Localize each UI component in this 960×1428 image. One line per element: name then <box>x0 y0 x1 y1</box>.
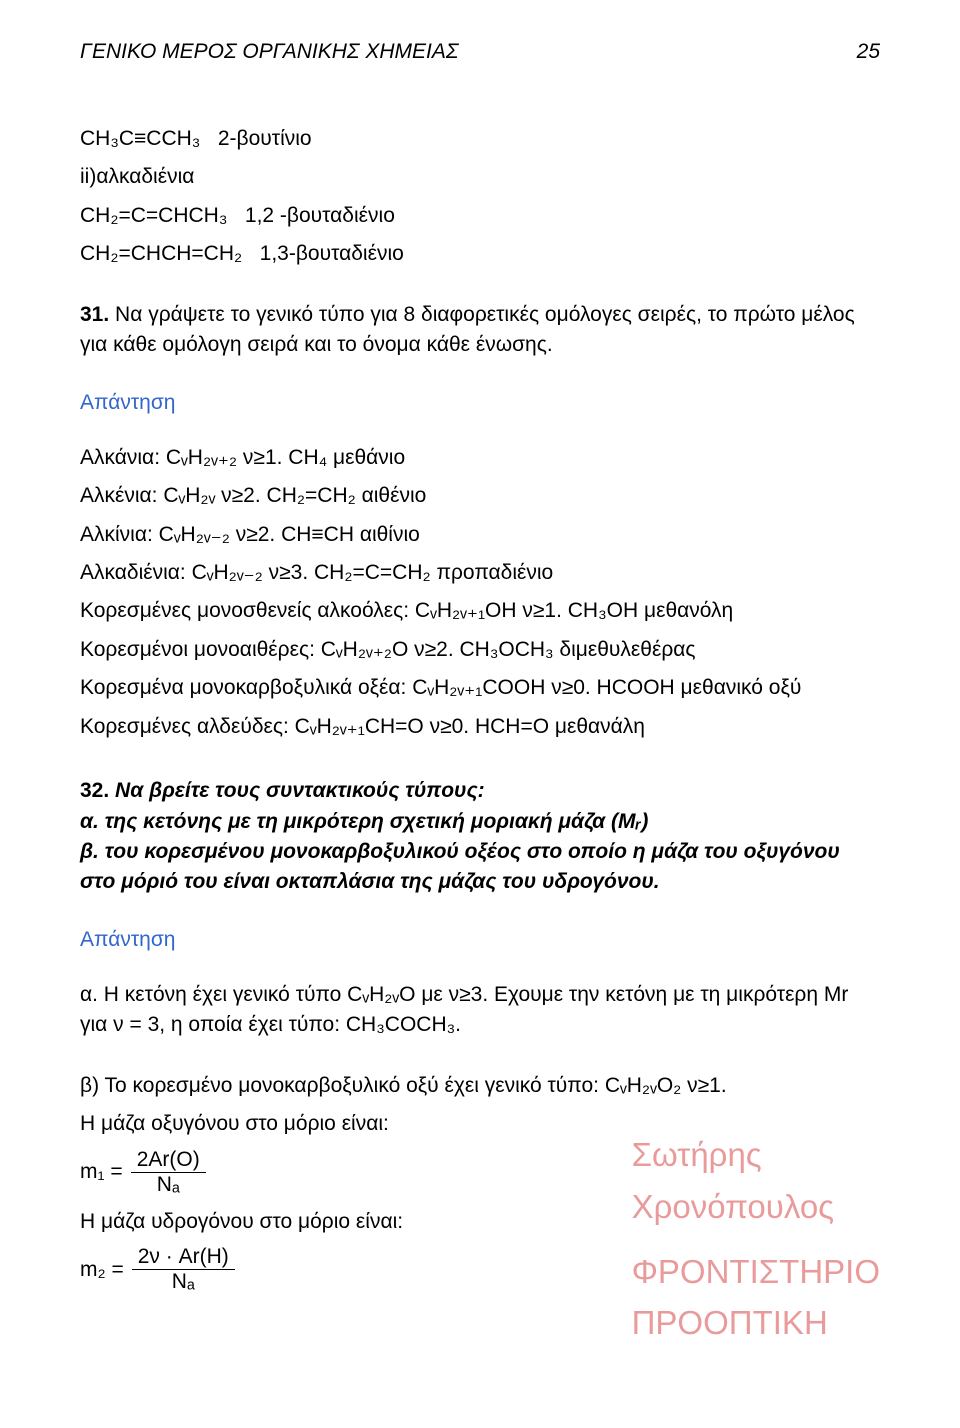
q32-question: 32. Να βρείτε τους συντακτικούς τύπους: … <box>80 776 880 898</box>
header-title: ΓΕΝΙΚΟ ΜΕΡΟΣ ΟΡΓΑΝΙΚΗΣ ΧΗΜΕΙΑΣ <box>80 40 458 64</box>
intro-line2: ii)αλκαδιένια <box>80 162 880 192</box>
q31-line: Αλκένια: CᵥH₂ᵥ ν≥2. CH₂=CH₂ αιθένιο <box>80 481 880 511</box>
page-header: ΓΕΝΙΚΟ ΜΕΡΟΣ ΟΡΓΑΝΙΚΗΣ ΧΗΜΕΙΑΣ 25 <box>80 40 880 64</box>
header-page-number: 25 <box>857 40 880 64</box>
q32-h-label: Η μάζα υδρογόνου στο μόριο είναι: <box>80 1207 880 1237</box>
m1-lhs: m₁ = <box>80 1160 123 1184</box>
intro-line3: CH₂=C=CHCH₃ 1,2 -βουταδιένιο <box>80 201 880 231</box>
q31-line: Κορεσμένοι μονοαιθέρες: CᵥH₂ᵥ₊₂O ν≥2. CH… <box>80 635 880 665</box>
m2-fraction: 2ν · Ar(H) Nₐ <box>132 1245 235 1294</box>
q31-line: Αλκίνια: CᵥH₂ᵥ₋₂ ν≥2. CH≡CH αιθίνιο <box>80 520 880 550</box>
m2-equation: m₂ = 2ν · Ar(H) Nₐ <box>80 1245 880 1294</box>
q32-title: Να βρείτε τους συντακτικούς τύπους: <box>115 779 485 802</box>
q31-line: Κορεσμένες μονοσθενείς αλκοόλες: CᵥH₂ᵥ₊₁… <box>80 596 880 626</box>
m1-fraction: 2Ar(O) Nₐ <box>131 1148 206 1197</box>
q31-answer-block: Αλκάνια: CᵥH₂ᵥ₊₂ ν≥1. CH₄ μεθάνιο Αλκένι… <box>80 443 880 743</box>
q32-answer-b-intro: β) Το κορεσμένο μονοκαρβοξυλικό οξύ έχει… <box>80 1071 880 1101</box>
q31-line: Κορεσμένα μονοκαρβοξυλικά οξέα: CᵥH₂ᵥ₊₁C… <box>80 673 880 703</box>
intro-line4-label: 1,3-βουταδιένιο <box>260 242 404 265</box>
m2-denominator: Nₐ <box>132 1270 235 1294</box>
q32-answer-a: α. Η κετόνη έχει γενικό τύπο CᵥH₂ᵥO με ν… <box>80 980 880 1041</box>
intro-block: CH₃C≡CCH₃ 2-βουτίνιο ii)αλκαδιένια CH₂=C… <box>80 124 880 270</box>
q31-line: Αλκάνια: CᵥH₂ᵥ₊₂ ν≥1. CH₄ μεθάνιο <box>80 443 880 473</box>
m2-lhs: m₂ = <box>80 1258 124 1282</box>
m1-denominator: Nₐ <box>131 1173 206 1197</box>
intro-line1-formula: CH₃C≡CCH₃ <box>80 127 200 150</box>
q31-number: 31. <box>80 303 109 326</box>
m1-equation: m₁ = 2Ar(O) Nₐ <box>80 1148 880 1197</box>
intro-line1: CH₃C≡CCH₃ 2-βουτίνιο <box>80 124 880 154</box>
q31-text: Να γράψετε το γενικό τύπο για 8 διαφορετ… <box>80 303 855 356</box>
watermark-line4: ΠΡΟΟΠΤΙΚΗ <box>632 1297 880 1348</box>
intro-line3-label: 1,2 -βουταδιένιο <box>245 204 395 227</box>
q32-a: α. της κετόνης με τη μικρότερη σχετική μ… <box>80 810 648 833</box>
q31-line: Κορεσμένες αλδεύδες: CᵥH₂ᵥ₊₁CH=O ν≥0. HC… <box>80 712 880 742</box>
q31-line: Αλκαδιένια: CᵥH₂ᵥ₋₂ ν≥3. CH₂=C=CH₂ προπα… <box>80 558 880 588</box>
intro-line3-formula: CH₂=C=CHCH₃ <box>80 204 227 227</box>
q32-b: β. του κορεσμένου μονοκαρβοξυλικού οξέος… <box>80 840 840 893</box>
intro-line4: CH₂=CHCH=CH₂ 1,3-βουταδιένιο <box>80 239 880 269</box>
q32-oxy-label: Η μάζα οξυγόνου στο μόριο είναι: <box>80 1109 880 1139</box>
m2-numerator: 2ν · Ar(H) <box>132 1245 235 1270</box>
q32-number: 32. <box>80 779 109 802</box>
m1-numerator: 2Ar(O) <box>131 1148 206 1173</box>
q32-answer-label: Απάντηση <box>80 928 880 952</box>
intro-line1-label: 2-βουτίνιο <box>218 127 312 150</box>
intro-line4-formula: CH₂=CHCH=CH₂ <box>80 242 242 265</box>
q31-question: 31. Να γράψετε το γενικό τύπο για 8 διαφ… <box>80 300 880 361</box>
q31-answer-label: Απάντηση <box>80 391 880 415</box>
